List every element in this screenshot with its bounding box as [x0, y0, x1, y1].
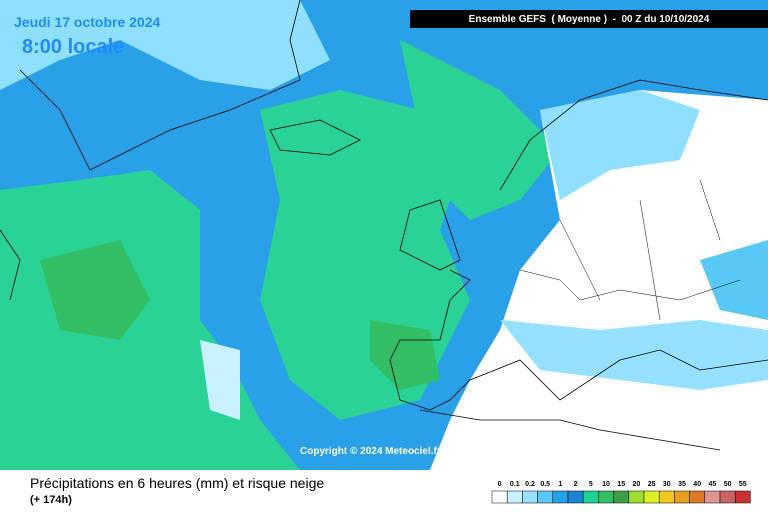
lead-time: (+ 174h): [30, 494, 72, 506]
map: [0, 0, 768, 470]
rain-area: [700, 240, 768, 320]
time-line: 8:00 locale: [22, 36, 124, 58]
canada-coast: [0, 229, 21, 301]
legend-swatch: [674, 490, 690, 504]
legend-label: 45: [709, 481, 717, 488]
legend-label: 0: [498, 481, 502, 488]
light-rain-area: [500, 320, 768, 390]
light-rain-area: [200, 340, 240, 420]
legend-label: 0.1: [510, 481, 520, 488]
legend-label: 50: [724, 481, 732, 488]
header: Ensemble GEFS ( Moyenne ) - 00 Z du 10/1…: [469, 14, 710, 25]
legend-swatch: [719, 490, 736, 504]
legend-label: 25: [648, 481, 656, 488]
caption: Précipitations en 6 heures (mm) et risqu…: [30, 475, 324, 491]
legend-label: 0.2: [525, 481, 535, 488]
legend-swatch: [522, 490, 538, 504]
legend-swatch: [537, 490, 554, 504]
legend-swatch: [704, 490, 721, 504]
africa-coast: [419, 409, 721, 451]
legend-label: 10: [602, 481, 610, 488]
legend-swatch: [734, 490, 751, 504]
coastlines: [0, 0, 768, 451]
legend-swatch: [567, 490, 584, 504]
legend-swatch: [643, 490, 660, 504]
light-rain-area: [0, 0, 330, 90]
borders: [519, 179, 741, 321]
legend-swatch: [598, 490, 614, 504]
rain-area: [400, 40, 560, 220]
legend-swatch: [506, 490, 523, 504]
legend-swatch: [491, 490, 508, 504]
legend-label: 35: [678, 481, 686, 488]
heavy-rain-area: [40, 240, 150, 340]
legend-label: 30: [663, 481, 671, 488]
header-bar: [410, 10, 768, 28]
legend-label: 1: [558, 481, 562, 488]
legend-swatch: [582, 490, 599, 504]
legend-label: 2: [574, 481, 578, 488]
legend-swatch: [628, 490, 645, 504]
legend-label: 40: [693, 481, 701, 488]
legend-label: 0.5: [540, 481, 550, 488]
legend-swatch: [613, 490, 630, 504]
border: [559, 179, 721, 321]
copyright: Copyright © 2024 Meteociel.fr: [300, 446, 441, 457]
greenland-coast: [19, 0, 301, 171]
legend-label: 55: [739, 481, 747, 488]
iceland-coast: [269, 119, 361, 156]
legend-label: 5: [589, 481, 593, 488]
legend-label: 15: [617, 481, 625, 488]
date-line: Jeudi 17 octobre 2024: [14, 14, 161, 30]
britain-coast: [399, 199, 461, 271]
scandinavia-coast: [499, 79, 768, 191]
border: [519, 269, 741, 301]
light-rain-area: [540, 90, 700, 200]
legend-label: 20: [633, 481, 641, 488]
europe-coast: [389, 269, 768, 411]
legend-swatch: [552, 490, 569, 504]
heavy-rain-area: [370, 320, 440, 390]
legend-swatch: [658, 490, 675, 504]
legend-swatch: [689, 490, 706, 504]
legend: 0 0.1 0.2 0.5 1 2 5 10 15 20 25 30 35 40 45 50 55: [491, 481, 751, 504]
